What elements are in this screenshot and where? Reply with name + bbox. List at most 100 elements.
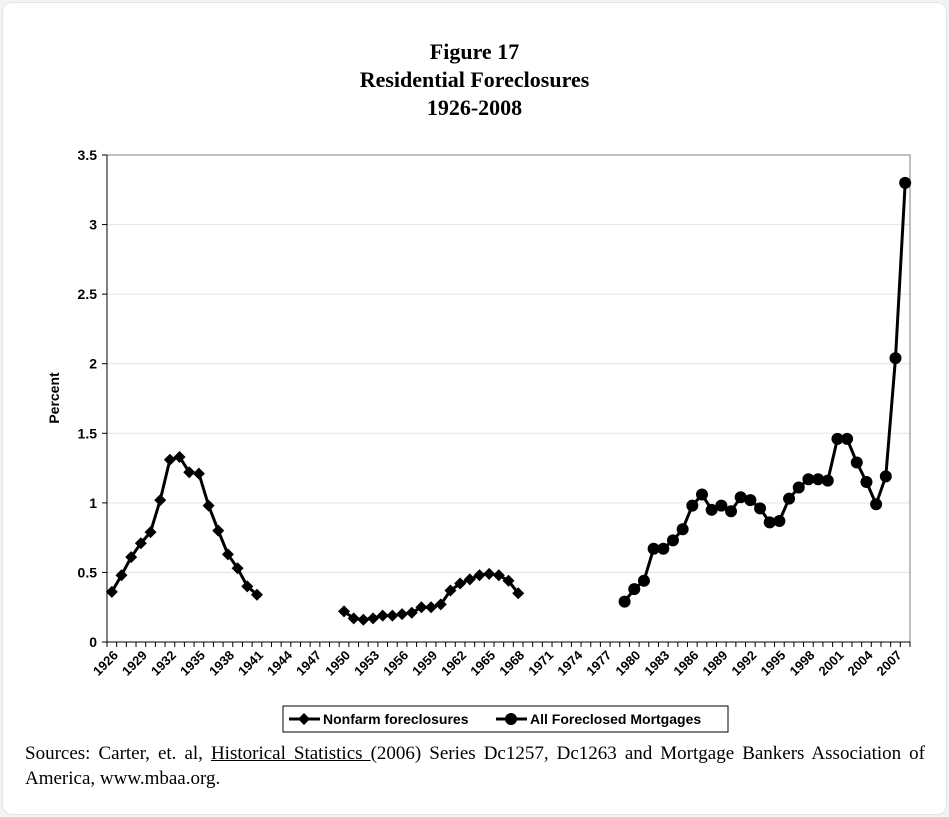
x-tick-label: 1962 xyxy=(438,648,469,679)
data-point-diamond xyxy=(473,569,486,582)
data-point-circle xyxy=(763,516,776,529)
data-point-circle xyxy=(695,488,708,501)
data-point-diamond xyxy=(202,499,215,512)
data-point-circle xyxy=(628,583,641,596)
data-point-circle xyxy=(666,534,679,547)
x-tick-label: 1971 xyxy=(525,648,556,679)
data-point-diamond xyxy=(125,551,138,564)
data-point-diamond xyxy=(221,548,234,561)
y-tick-label: 3.5 xyxy=(78,147,98,163)
data-point-circle xyxy=(841,432,854,445)
series-nonfarm-foreclosures xyxy=(105,450,525,626)
x-tick-label: 2007 xyxy=(874,648,905,679)
legend-marker-diamond xyxy=(298,713,310,725)
data-point-circle xyxy=(850,456,863,469)
sources-prefix: Sources: Carter, et. al, xyxy=(25,743,211,764)
data-point-diamond xyxy=(212,524,225,537)
data-point-circle xyxy=(831,432,844,445)
data-point-diamond xyxy=(444,584,457,597)
y-tick-label: 3 xyxy=(89,217,97,233)
legend-marker-circle xyxy=(505,713,517,725)
data-point-diamond xyxy=(405,606,418,619)
data-point-diamond xyxy=(231,562,244,575)
series-all-foreclosed-mortgages xyxy=(618,176,912,608)
y-axis-label: Percent xyxy=(46,372,62,424)
x-tick-label: 1956 xyxy=(380,648,411,679)
sources-book-title: Historical Statistics xyxy=(210,743,371,764)
x-tick-label: 1968 xyxy=(496,648,527,679)
axes: 0 0.5 1 1.5 2 2.5 3 3.5 192619291932193519381941… xyxy=(78,147,911,679)
data-point-circle xyxy=(821,474,834,487)
x-tick-label: 1950 xyxy=(322,648,353,679)
x-tick-label: 2004 xyxy=(845,647,877,679)
series-line xyxy=(110,455,258,596)
legend: Nonfarm foreclosures All Foreclosed Mort… xyxy=(282,705,729,733)
data-point-circle xyxy=(734,491,747,504)
sources-suffix: (2006) Series Dc1257, Dc1263 and Mortgag… xyxy=(25,743,925,789)
data-point-diamond xyxy=(241,580,254,593)
x-tick-label: 1992 xyxy=(728,648,759,679)
data-point-circle xyxy=(618,595,631,608)
y-tick-label: 1 xyxy=(89,495,97,511)
x-tick-label: 1929 xyxy=(119,648,150,679)
x-tick-label: 1998 xyxy=(786,648,817,679)
data-point-diamond xyxy=(173,450,186,463)
data-point-diamond xyxy=(250,588,263,601)
data-point-diamond xyxy=(434,598,447,611)
series-line xyxy=(623,182,907,603)
plot-area-frame xyxy=(106,154,911,643)
data-point-diamond xyxy=(502,574,515,587)
data-point-circle xyxy=(899,176,912,189)
x-tick-label: 1932 xyxy=(148,648,179,679)
x-tick-label: 1974 xyxy=(554,647,586,679)
data-point-circle xyxy=(744,494,757,507)
x-tick-label: 1965 xyxy=(467,648,498,679)
data-point-circle xyxy=(783,492,796,505)
x-tick-label: 1947 xyxy=(293,648,324,679)
y-tick-label: 2 xyxy=(89,356,97,372)
chart-subtitle-line-1: Residential Foreclosures xyxy=(359,67,590,92)
data-point-diamond xyxy=(115,569,128,582)
data-point-circle xyxy=(725,505,738,518)
data-point-circle xyxy=(686,499,699,512)
data-point-diamond xyxy=(492,569,505,582)
data-point-diamond xyxy=(183,466,196,479)
x-tick-label: 1941 xyxy=(235,648,266,679)
data-point-diamond xyxy=(463,573,476,586)
data-point-circle xyxy=(754,502,767,515)
x-tick-label: 1944 xyxy=(264,647,296,679)
x-tick-label: 1953 xyxy=(351,648,382,679)
data-point-circle xyxy=(715,499,728,512)
chart-title: Figure 17 xyxy=(429,39,520,64)
data-point-diamond xyxy=(415,601,428,614)
data-point-circle xyxy=(705,503,718,516)
data-point-circle xyxy=(773,514,786,527)
x-tick-label: 1986 xyxy=(670,648,701,679)
y-tick-label: 0.5 xyxy=(78,564,98,580)
x-tick-label: 1989 xyxy=(699,648,730,679)
y-tick-label: 2.5 xyxy=(78,286,98,302)
legend-label-nonfarm: Nonfarm foreclosures xyxy=(323,711,469,727)
data-point-diamond xyxy=(357,613,370,626)
x-tick-label: 1926 xyxy=(90,648,121,679)
chart-title-block: Figure 17 Residential Foreclosures 1926-… xyxy=(0,38,949,122)
data-point-circle xyxy=(637,574,650,587)
data-point-circle xyxy=(870,498,883,511)
data-point-diamond xyxy=(454,577,467,590)
data-point-circle xyxy=(792,481,805,494)
series xyxy=(105,176,912,626)
x-tick-label: 1938 xyxy=(206,648,237,679)
data-point-diamond xyxy=(483,567,496,580)
data-point-circle xyxy=(879,470,892,483)
data-point-diamond xyxy=(396,608,409,621)
legend-label-all-mortgages: All Foreclosed Mortgages xyxy=(530,711,701,727)
gridlines xyxy=(107,224,910,573)
y-tick-label: 0 xyxy=(89,634,97,650)
data-point-circle xyxy=(657,542,670,555)
line-chart: 0 0.5 1 1.5 2 2.5 3 3.5 192619291932193519381941… xyxy=(46,147,912,733)
data-point-circle xyxy=(647,542,660,555)
x-tick-label: 1983 xyxy=(641,648,672,679)
chart-subtitle-line-2: 1926-2008 xyxy=(426,95,523,120)
data-point-circle xyxy=(812,473,825,486)
x-tick-label: 1977 xyxy=(583,648,614,679)
